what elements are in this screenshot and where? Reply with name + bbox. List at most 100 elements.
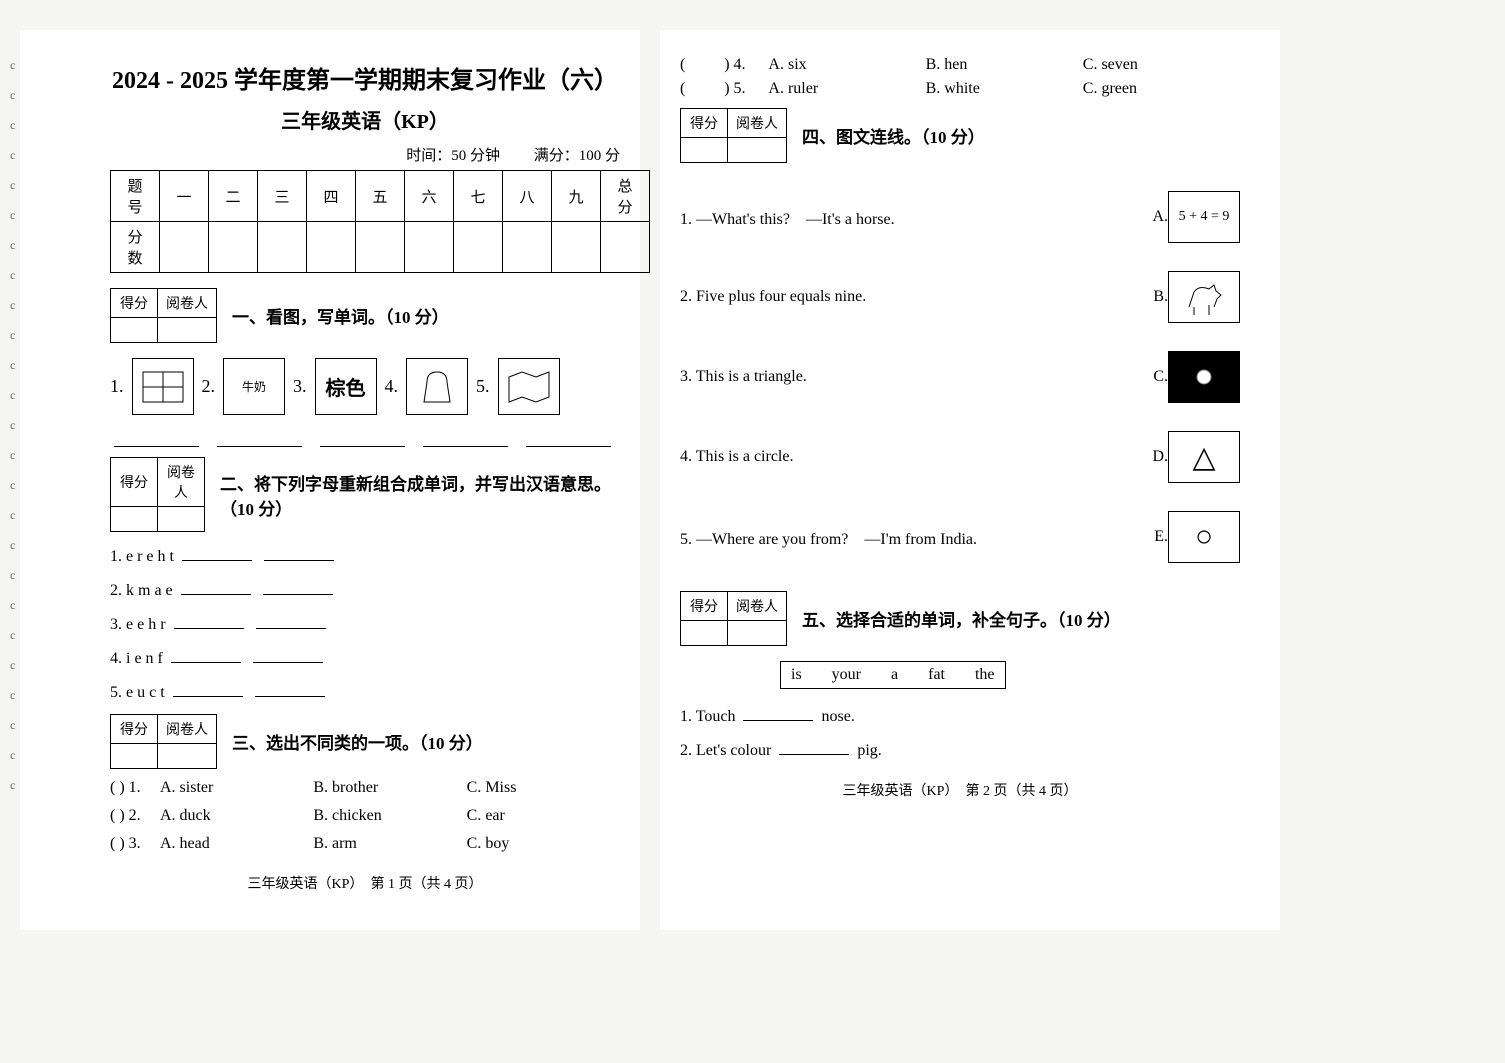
choice-b: B. brother [313,779,466,797]
section-score-box: 得分阅卷人 [680,108,787,163]
word: the [975,666,995,684]
answer-blank[interactable] [255,680,325,697]
fullscore-label: 满分：100 分 [534,148,620,164]
score-cell[interactable] [111,744,158,769]
score-cell[interactable] [681,621,728,646]
section-score-box: 得分阅卷人 [110,457,205,532]
score-cell[interactable] [111,318,158,343]
answer-paren[interactable]: ( ) 3. [110,835,160,853]
choice-a: A. head [160,835,313,853]
section-3-header: 得分阅卷人 三、选出不同类的一项。（10 分） [110,714,620,769]
answer-blank[interactable] [256,612,326,629]
score-header: 题号 [111,171,160,222]
score-cell[interactable] [307,222,356,273]
answer-blank[interactable] [174,612,244,629]
answer-blank[interactable] [253,646,323,663]
letters: e e h r [126,616,166,633]
item-number: 2. [110,582,122,599]
answer-blank[interactable] [743,704,813,721]
answer-blank[interactable] [264,544,334,561]
answer-paren[interactable]: ( ) 2. [110,807,160,825]
item-number: 1. [680,708,692,725]
score-cell[interactable] [552,222,601,273]
score-cell[interactable] [160,222,209,273]
item-number: 4. [110,650,122,667]
match-image-circle: ○ [1168,511,1240,563]
letters: i e n f [126,650,163,667]
score-header: 一 [160,171,209,222]
grader-cell[interactable] [158,507,205,532]
choice-b: B. hen [926,56,1083,74]
grader-label: 阅卷人 [728,592,787,621]
score-cell[interactable] [111,507,158,532]
grader-cell[interactable] [728,621,787,646]
score-header: 二 [209,171,258,222]
score-cell[interactable] [356,222,405,273]
answer-blank[interactable] [114,430,199,447]
answer-blank[interactable] [173,680,243,697]
grader-cell[interactable] [158,744,217,769]
image-window [132,358,194,415]
item-number: 2. [680,288,692,305]
item-number: 1. [110,548,122,565]
sentence-before: Touch [696,708,740,725]
item-number: 4. [385,376,399,397]
match-image-equation: 5 + 4 = 9 [1168,191,1240,243]
match-text: —What's this? —It's a horse. [696,211,895,228]
score-row-label: 分数 [111,222,160,273]
score-header: 九 [552,171,601,222]
letters: e r e h t [126,548,174,565]
grader-label: 阅卷人 [158,289,217,318]
answer-blank[interactable] [779,738,849,755]
score-table: 题号 一 二 三 四 五 六 七 八 九 总分 分数 [110,170,650,273]
section-1-images: 1. 2. 牛奶 3. 棕色 4. 5. [110,358,620,415]
letters: k m a e [126,582,173,599]
match-image-horse [1168,271,1240,323]
score-cell[interactable] [258,222,307,273]
item-number: 5. [110,684,122,701]
answer-paren[interactable]: ( [680,80,724,98]
score-cell[interactable] [209,222,258,273]
exam-title: 2024 - 2025 学年度第一学期期末复习作业（六） [110,60,620,95]
item-number: 3. [680,368,692,385]
item-number: ) 5. [724,80,768,98]
score-cell[interactable] [601,222,650,273]
answer-blank[interactable] [526,430,611,447]
sentence-after: pig. [853,742,881,759]
grader-cell[interactable] [728,138,787,163]
answer-blank[interactable] [181,578,251,595]
score-cell[interactable] [503,222,552,273]
score-header: 八 [503,171,552,222]
choice-b: B. chicken [313,807,466,825]
answer-blank[interactable] [171,646,241,663]
score-cell[interactable] [405,222,454,273]
section-3-items: ( ) 1.A. sisterB. brotherC. Miss ( ) 2.A… [110,779,620,853]
choice-c: C. green [1083,80,1240,98]
match-text: This is a circle. [696,448,794,465]
section-2-header: 得分阅卷人 二、将下列字母重新组合成单词，并写出汉语意思。（10 分） [110,457,620,532]
answer-blank[interactable] [423,430,508,447]
choice-a: A. ruler [768,80,925,98]
answer-blank[interactable] [263,578,333,595]
answer-blank[interactable] [320,430,405,447]
item-number: 5. [476,376,490,397]
item-number: 5. [680,531,692,548]
section-3-items-cont: () 4.A. sixB. henC. seven () 5.A. rulerB… [680,56,1240,98]
section-3-title: 三、选出不同类的一项。（10 分） [232,729,483,754]
answer-blank[interactable] [217,430,302,447]
answer-paren[interactable]: ( ) 1. [110,779,160,797]
grader-cell[interactable] [158,318,217,343]
item-number: 1. [110,376,124,397]
score-cell[interactable] [454,222,503,273]
section-2-items: 1. e r e h t 2. k m a e 3. e e h r 4. i … [110,544,620,702]
section-4-title: 四、图文连线。（10 分） [802,123,985,148]
answer-paren[interactable]: ( [680,56,724,74]
score-cell[interactable] [681,138,728,163]
score-label: 得分 [681,109,728,138]
exam-meta: 时间：50 分钟 满分：100 分 [110,144,620,165]
letters: e u c t [126,684,165,701]
image-brown: 棕色 [315,358,377,415]
answer-blank[interactable] [182,544,252,561]
choice-b: B. white [926,80,1083,98]
choice-a: A. six [768,56,925,74]
